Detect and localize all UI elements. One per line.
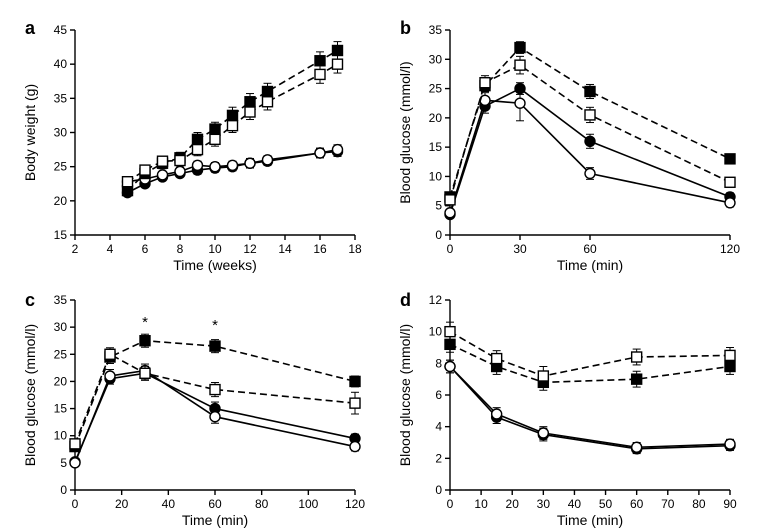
svg-text:25: 25 <box>54 160 68 174</box>
svg-text:14: 14 <box>278 242 292 256</box>
chart-a: 15 20 25 30 35 40 45 2 4 6 8 10 12 14 16 18 Time (weeks)… <box>20 22 365 277</box>
svg-text:20: 20 <box>54 374 68 388</box>
svg-text:20: 20 <box>115 497 129 511</box>
panel-a: a 1520253035404524681012141618Time (week… <box>20 22 365 277</box>
svg-text:60: 60 <box>208 497 222 511</box>
svg-text:Time (min): Time (min) <box>182 512 248 528</box>
svg-text:35: 35 <box>54 91 68 105</box>
svg-text:20: 20 <box>429 111 443 125</box>
panel-label-c: c <box>25 290 35 311</box>
svg-text:30: 30 <box>54 320 68 334</box>
chart-c: 0 5 10 15 20 25 30 35 0 20 40 60 80 100 120 Time (min) B… <box>20 292 365 532</box>
svg-text:15: 15 <box>54 228 68 242</box>
svg-text:15: 15 <box>429 140 443 154</box>
svg-text:15: 15 <box>54 402 68 416</box>
svg-text:4: 4 <box>107 242 114 256</box>
svg-text:45: 45 <box>54 23 68 37</box>
svg-text:*: * <box>212 317 218 334</box>
svg-text:4: 4 <box>435 420 442 434</box>
svg-text:2: 2 <box>72 242 79 256</box>
svg-text:120: 120 <box>720 242 740 256</box>
svg-text:25: 25 <box>54 347 68 361</box>
chart-b: 0 5 10 15 20 25 30 35 0 30 60 120 Time (min) Blood gl… <box>395 22 740 277</box>
svg-text:0: 0 <box>447 497 454 511</box>
svg-text:60: 60 <box>583 242 597 256</box>
panel-b: b 0510152025303503060120Time (min)Blood … <box>395 22 740 277</box>
panel-label-a: a <box>25 18 35 39</box>
svg-text:0: 0 <box>435 228 442 242</box>
svg-text:50: 50 <box>599 497 613 511</box>
svg-text:80: 80 <box>692 497 706 511</box>
svg-text:35: 35 <box>429 23 443 37</box>
svg-text:Time (weeks): Time (weeks) <box>173 257 257 273</box>
svg-text:16: 16 <box>313 242 327 256</box>
svg-text:30: 30 <box>513 242 527 256</box>
svg-text:60: 60 <box>630 497 644 511</box>
svg-text:30: 30 <box>537 497 551 511</box>
svg-text:40: 40 <box>568 497 582 511</box>
svg-text:12: 12 <box>429 293 443 307</box>
svg-text:120: 120 <box>345 497 365 511</box>
svg-text:*: * <box>142 314 148 331</box>
svg-text:0: 0 <box>60 483 67 497</box>
svg-text:10: 10 <box>474 497 488 511</box>
svg-text:2: 2 <box>435 451 442 465</box>
panel-label-d: d <box>400 290 411 311</box>
svg-text:8: 8 <box>435 356 442 370</box>
svg-text:40: 40 <box>162 497 176 511</box>
svg-text:100: 100 <box>298 497 318 511</box>
svg-text:8: 8 <box>177 242 184 256</box>
svg-text:10: 10 <box>54 429 68 443</box>
svg-text:Blood glucose (mmol/l): Blood glucose (mmol/l) <box>397 324 413 466</box>
svg-text:70: 70 <box>661 497 675 511</box>
svg-text:Time (min): Time (min) <box>557 257 623 273</box>
svg-text:25: 25 <box>429 82 443 96</box>
svg-text:10: 10 <box>208 242 222 256</box>
svg-text:35: 35 <box>54 293 68 307</box>
svg-text:80: 80 <box>255 497 269 511</box>
chart-d: 0 2 4 6 8 10 12 0 10 20 30 40 50 60 70 80 90 Time (min) Bl… <box>395 292 740 532</box>
svg-text:0: 0 <box>72 497 79 511</box>
svg-text:6: 6 <box>142 242 149 256</box>
svg-text:18: 18 <box>348 242 362 256</box>
svg-text:10: 10 <box>429 325 443 339</box>
svg-text:12: 12 <box>243 242 257 256</box>
svg-text:30: 30 <box>54 126 68 140</box>
svg-text:5: 5 <box>435 199 442 213</box>
panel-d: d 0 2 4 6 8 10 12 0 10 20 30 40 50 60 70 80 90 Time (min)… <box>395 292 740 532</box>
svg-text:30: 30 <box>429 52 443 66</box>
svg-text:0: 0 <box>447 242 454 256</box>
panel-label-b: b <box>400 18 411 39</box>
svg-text:20: 20 <box>506 497 520 511</box>
svg-text:Time (min): Time (min) <box>557 512 623 528</box>
svg-text:10: 10 <box>429 169 443 183</box>
svg-text:40: 40 <box>54 57 68 71</box>
svg-text:20: 20 <box>54 194 68 208</box>
svg-text:0: 0 <box>435 483 442 497</box>
svg-text:90: 90 <box>723 497 737 511</box>
svg-text:5: 5 <box>60 456 67 470</box>
svg-text:Body weight (g): Body weight (g) <box>22 84 38 181</box>
panel-c: c 0 5 10 15 20 25 30 35 0 20 40 60 80 100 120 Time (min… <box>20 292 365 532</box>
svg-text:6: 6 <box>435 388 442 402</box>
svg-text:Blood glucose (mmol/l): Blood glucose (mmol/l) <box>22 324 38 466</box>
svg-text:Blood glucose (mmol/l): Blood glucose (mmol/l) <box>397 61 413 203</box>
